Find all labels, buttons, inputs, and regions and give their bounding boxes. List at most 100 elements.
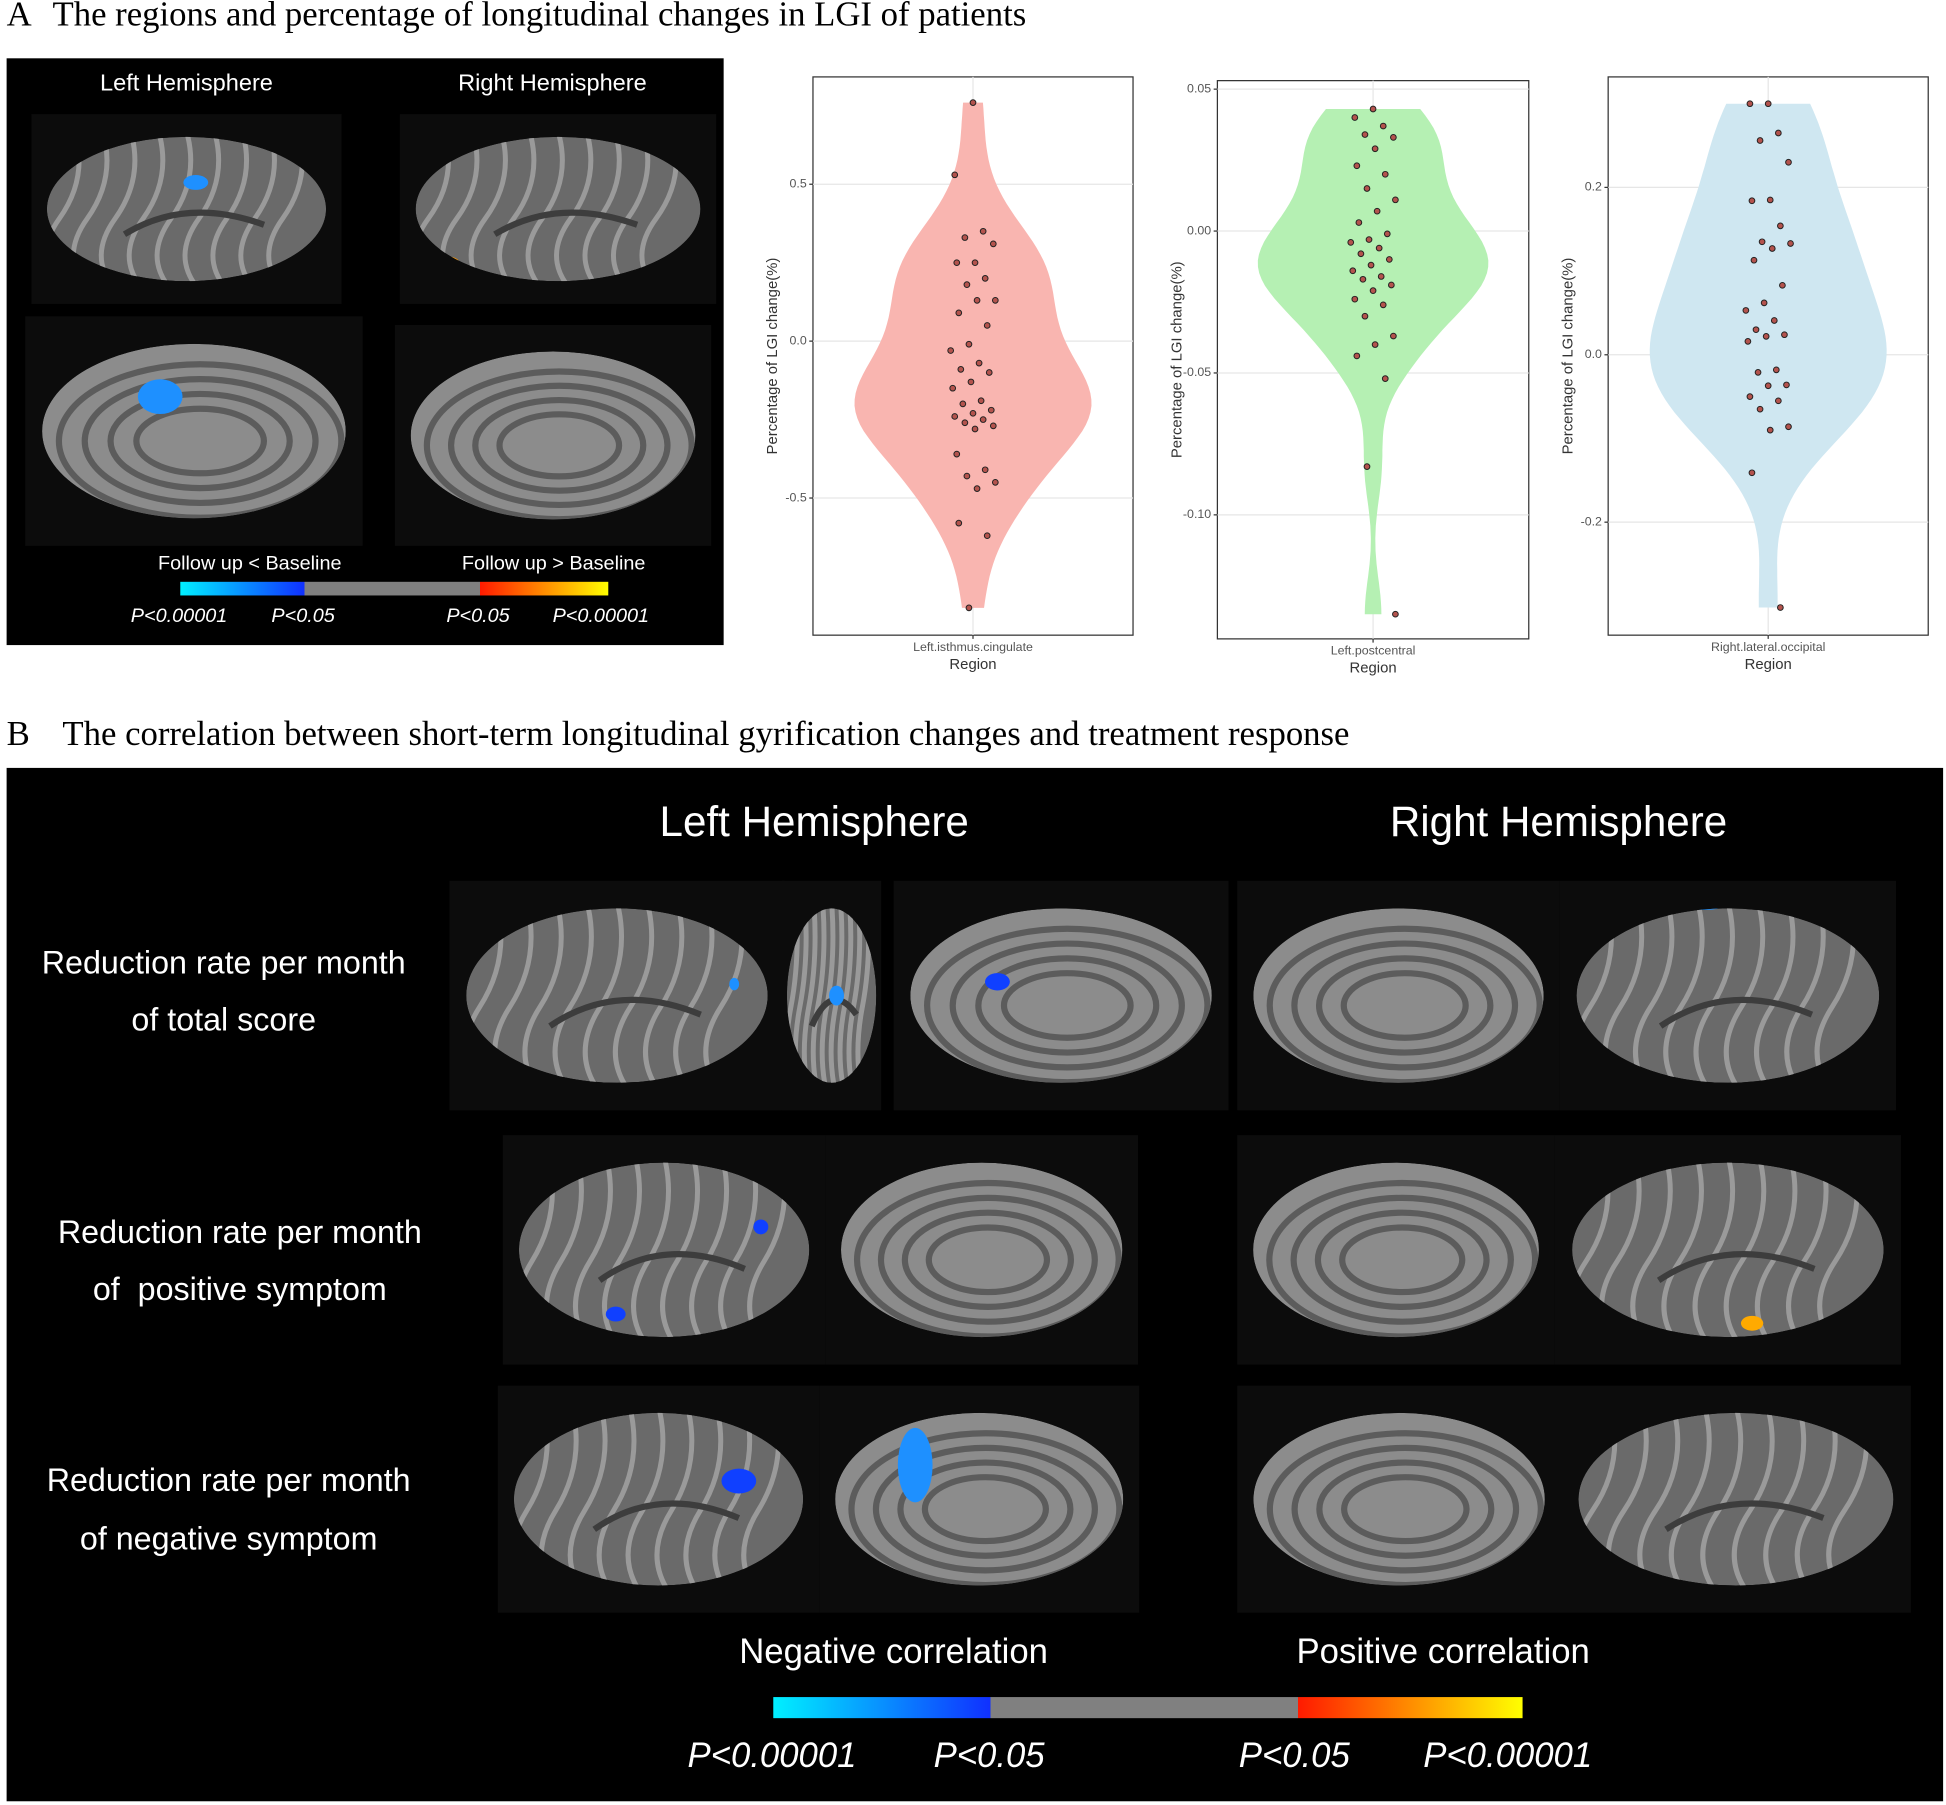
hemisphere-label: Left Hemisphere [660, 798, 969, 845]
panel-title: The correlation between short-term longi… [62, 714, 1349, 753]
row-label: Reduction rate per month [42, 945, 406, 981]
x-axis-label: Region [1350, 661, 1397, 677]
data-point [951, 413, 959, 420]
data-point [1772, 366, 1780, 374]
data-point [1777, 222, 1784, 230]
data-point [1783, 381, 1790, 389]
x-axis-label: Region [1745, 657, 1792, 673]
gyrus [1339, 1224, 1466, 1296]
data-point [1349, 267, 1357, 275]
row-label: Reduction rate per month [58, 1214, 422, 1250]
y-axis-label: Percentage of LGI change(%) [765, 258, 781, 455]
data-point [969, 99, 977, 106]
brain-surface [466, 908, 768, 1083]
data-point [1785, 158, 1792, 166]
panel-label: B [7, 714, 30, 753]
brain-surface [1253, 908, 1544, 1083]
gyrus [554, 136, 594, 282]
sulcus [122, 209, 266, 237]
data-point [1379, 122, 1387, 130]
data-point [983, 322, 991, 329]
sulcus [493, 209, 639, 237]
violin [1649, 103, 1887, 608]
colorbar-label: P<0.00001 [131, 605, 227, 627]
data-point [1385, 256, 1393, 263]
brain [1253, 908, 1544, 1083]
data-point [1351, 114, 1359, 121]
sulcus [1656, 1251, 1816, 1283]
data-point [971, 425, 979, 433]
data-point [1746, 393, 1754, 400]
data-point [949, 384, 957, 392]
data-point [981, 275, 989, 282]
y-tick-label: -0.2 [1581, 514, 1602, 528]
gyrus [1314, 1209, 1490, 1310]
brain-surface [46, 136, 327, 282]
data-point [991, 296, 999, 304]
brain [910, 908, 1212, 1083]
y-tick-label: -0.5 [785, 490, 806, 504]
data-point [953, 259, 961, 267]
data-point [1369, 287, 1377, 295]
data-point [955, 519, 963, 527]
data-point [1381, 170, 1389, 178]
data-point [1361, 131, 1369, 138]
gyrus [949, 940, 1185, 1071]
data-point [947, 347, 955, 354]
data-point [1762, 333, 1770, 340]
data-point [989, 240, 997, 248]
legend-label: Follow up < Baseline [158, 553, 342, 575]
data-point [1748, 469, 1756, 477]
colorbar-label: P<0.05 [271, 605, 335, 627]
data-point [989, 422, 997, 430]
data-point [1363, 463, 1371, 470]
data-point [1353, 352, 1361, 360]
brain [1253, 1162, 1539, 1338]
gyrus [654, 1412, 695, 1586]
data-point [1367, 261, 1375, 269]
data-point [991, 478, 999, 486]
brain-surface [1576, 908, 1880, 1083]
gyrus [133, 405, 268, 477]
gyrus [1693, 908, 1735, 1083]
data-point [1357, 250, 1365, 258]
data-point [1369, 105, 1377, 113]
violin [1257, 109, 1489, 615]
gyrus [55, 361, 345, 519]
brain-surface [1572, 1162, 1884, 1338]
gyrus [496, 411, 623, 480]
data-point [1774, 397, 1782, 405]
data-point [953, 450, 961, 458]
data-point [967, 378, 975, 386]
sulcus [597, 1251, 746, 1283]
data-point [1387, 281, 1395, 289]
brain [1578, 1412, 1894, 1586]
data-point [1390, 332, 1397, 340]
row-label: of positive symptom [93, 1271, 387, 1307]
panel-label: A [7, 0, 32, 33]
data-point [963, 281, 971, 288]
gyrus [1315, 955, 1494, 1056]
data-point [1774, 129, 1782, 137]
data-point [951, 171, 959, 179]
y-tick-label: 0.5 [790, 177, 807, 191]
hemisphere-label: Left Hemisphere [100, 70, 273, 96]
y-axis-label: Percentage of LGI change(%) [1560, 258, 1576, 455]
gyrus [828, 908, 845, 1083]
gyrus [925, 1224, 1051, 1296]
activation-blob [829, 985, 844, 1006]
gyrus [921, 1474, 1049, 1545]
sulcus [548, 996, 702, 1029]
gyrus [1291, 940, 1519, 1071]
data-point [1785, 423, 1792, 431]
gyrus [612, 908, 655, 1083]
data-point [1742, 307, 1750, 314]
data-point [1770, 317, 1778, 324]
brain-surface [415, 136, 701, 282]
data-point [1375, 244, 1383, 252]
data-point [1392, 196, 1399, 204]
gyrus [1290, 1194, 1514, 1325]
data-point [977, 397, 985, 405]
data-point [1779, 281, 1786, 289]
